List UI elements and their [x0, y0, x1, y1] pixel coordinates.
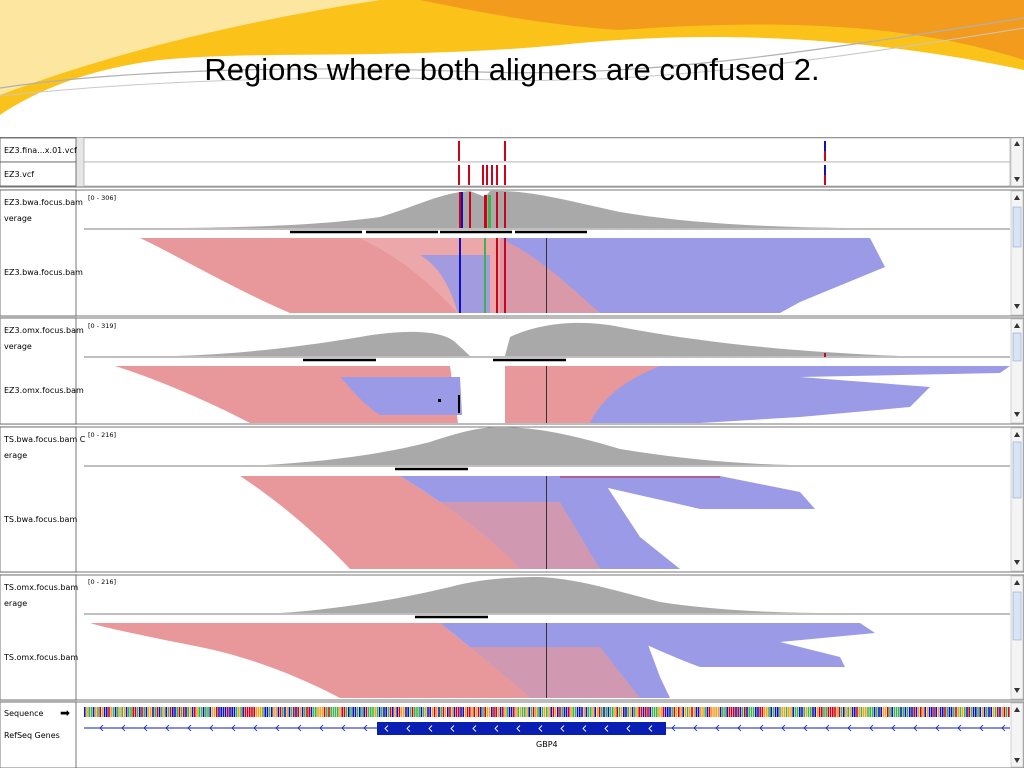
- ts-bwa-coverage-label[interactable]: TS.bwa.focus.bam C: [3, 435, 86, 444]
- reference-scrollbar[interactable]: [1010, 702, 1024, 768]
- ts-omx-scrollbar[interactable]: [1010, 575, 1024, 700]
- ts-omx-coverage-label[interactable]: TS.omx.focus.bam: [3, 583, 78, 592]
- ez3-bwa-alignment-label[interactable]: EZ3.bwa.focus.bam: [4, 268, 83, 277]
- ts-omx-alignment-label[interactable]: TS.omx.focus.bam: [3, 653, 78, 662]
- ts-omx-coverage[interactable]: [280, 577, 840, 613]
- ts-omx-range: [0 - 216]: [88, 578, 116, 586]
- ez3-omx-panel: EZ3.omx.focus.bam verage EZ3.omx.focus.b…: [0, 317, 1024, 425]
- ez3-omx-alignments[interactable]: [115, 366, 1010, 423]
- refseq-gene-track[interactable]: GBP4: [84, 722, 1010, 749]
- vcf-track-label-2[interactable]: EZ3.vcf: [4, 170, 34, 179]
- ez3-omx-range: [0 - 319]: [88, 322, 116, 330]
- ez3-bwa-panel: EZ3.bwa.focus.bam verage EZ3.bwa.focus.b…: [0, 189, 1024, 317]
- reference-panel: Sequence ➡ RefSeq Genes GBP4: [0, 701, 1024, 768]
- sequence-track-label[interactable]: Sequence: [4, 709, 44, 718]
- ez3-omx-coverage-label[interactable]: EZ3.omx.focus.bam: [4, 326, 84, 335]
- ts-omx-alignments[interactable]: [90, 623, 875, 698]
- ez3-bwa-coverage-label-2: verage: [4, 214, 32, 223]
- ez3-bwa-range: [0 - 306]: [88, 194, 116, 202]
- slide-title: Regions where both aligners are confused…: [204, 52, 820, 87]
- vcf-scrollbar[interactable]: [1010, 137, 1024, 187]
- gene-name-label: GBP4: [536, 740, 558, 749]
- ts-bwa-scrollbar[interactable]: [1010, 427, 1024, 572]
- vcf-panel: EZ3.fina...x.01.vcf EZ3.vcf: [0, 137, 1024, 188]
- sequence-track[interactable]: [84, 707, 1010, 717]
- ez3-bwa-alignments[interactable]: [140, 238, 885, 313]
- ts-bwa-panel: TS.bwa.focus.bam C erage TS.bwa.focus.ba…: [0, 426, 1024, 573]
- ez3-omx-scrollbar[interactable]: [1010, 318, 1024, 424]
- refseq-genes-label[interactable]: RefSeq Genes: [4, 731, 60, 740]
- vcf-track-label-1[interactable]: EZ3.fina...x.01.vcf: [4, 146, 77, 155]
- vcf-variants[interactable]: [458, 141, 826, 185]
- ts-omx-panel: TS.omx.focus.bam erage TS.omx.focus.bam …: [0, 574, 1024, 701]
- ez3-bwa-coverage[interactable]: [180, 190, 850, 228]
- ez3-bwa-scrollbar[interactable]: [1010, 190, 1024, 316]
- ez3-omx-coverage-right[interactable]: [505, 322, 900, 356]
- ts-bwa-alignment-label[interactable]: TS.bwa.focus.bam: [3, 515, 77, 524]
- igv-browser: EZ3.fina...x.01.vcf EZ3.vcf EZ: [0, 137, 1024, 768]
- ts-omx-coverage-label-2: erage: [4, 599, 27, 608]
- ez3-bwa-coverage-label[interactable]: EZ3.bwa.focus.bam: [4, 198, 83, 207]
- ts-bwa-coverage-label-2: erage: [4, 451, 27, 460]
- slide-header-swoosh: [0, 0, 1024, 115]
- ts-bwa-coverage[interactable]: [265, 427, 790, 465]
- ts-bwa-range: [0 - 216]: [88, 431, 116, 439]
- ez3-omx-alignment-label[interactable]: EZ3.omx.focus.bam: [4, 386, 84, 395]
- strand-arrow-icon[interactable]: ➡: [60, 706, 70, 720]
- gene-exon[interactable]: [377, 722, 666, 735]
- ez3-omx-coverage-left[interactable]: [175, 331, 470, 356]
- ts-bwa-alignments[interactable]: [240, 476, 815, 569]
- ez3-omx-coverage-label-2: verage: [4, 342, 32, 351]
